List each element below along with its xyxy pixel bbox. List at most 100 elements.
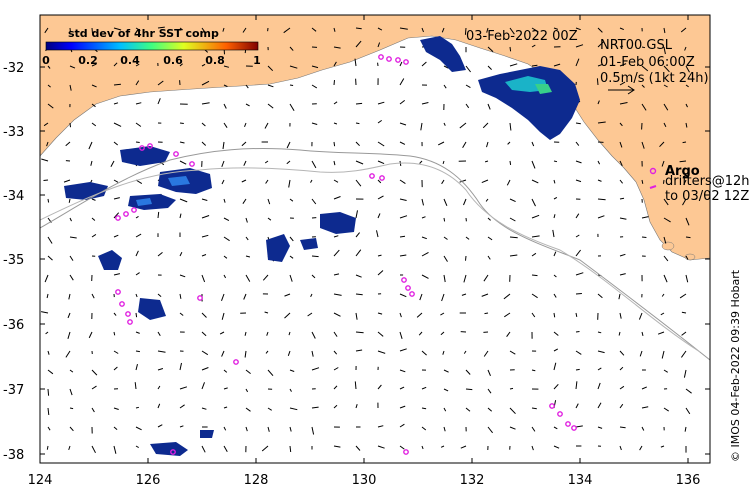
current-arrow [597, 63, 603, 67]
current-arrow [113, 426, 118, 430]
current-arrow [443, 255, 448, 262]
current-arrow [399, 293, 407, 298]
current-arrow [641, 236, 647, 238]
current-arrow [575, 44, 584, 48]
current-arrow [157, 26, 165, 29]
current-arrow [399, 445, 405, 450]
current-arrow [47, 426, 51, 431]
current-arrow [685, 236, 691, 239]
current-arrow [289, 65, 298, 69]
current-arrow [509, 217, 516, 222]
current-arrow [47, 198, 50, 203]
current-arrow [553, 63, 561, 67]
current-arrow [355, 312, 358, 320]
current-arrow [575, 58, 580, 67]
y-tick-label: -34 [3, 189, 24, 204]
current-arrow [619, 350, 625, 356]
current-arrow [135, 122, 142, 127]
current-arrow [135, 233, 142, 238]
current-arrow [463, 350, 467, 354]
current-arrow [91, 84, 97, 88]
current-arrow [485, 198, 489, 202]
current-arrow [575, 312, 578, 318]
argo-drifters [115, 54, 577, 455]
current-arrow [575, 293, 582, 295]
current-arrow [267, 217, 272, 221]
current-arrow [179, 251, 183, 257]
current-arrow [113, 366, 118, 371]
current-arrow [44, 27, 49, 34]
current-arrow [483, 350, 489, 357]
current-arrow [223, 198, 226, 203]
current-arrow [201, 312, 207, 318]
current-arrow [157, 331, 161, 337]
current-arrow [47, 388, 50, 396]
current-arrow [201, 27, 205, 32]
current-arrow [201, 367, 209, 371]
current-arrow [421, 407, 427, 410]
current-arrow [333, 141, 336, 147]
current-arrow [113, 179, 119, 183]
current-arrow [487, 388, 492, 394]
current-arrow [221, 293, 225, 301]
current-arrow [460, 445, 467, 449]
current-arrow [267, 65, 274, 72]
current-arrow [179, 274, 186, 278]
drifter-legend-icon [649, 185, 657, 189]
current-arrow [443, 84, 447, 89]
current-arrow [355, 210, 358, 219]
current-arrow [553, 331, 559, 336]
colorbar-tick: 0 [42, 54, 50, 67]
current-arrow [63, 179, 71, 183]
current-arrow [552, 229, 555, 238]
current-arrow [465, 103, 470, 109]
current-arrow [442, 160, 445, 165]
current-arrow [683, 369, 687, 378]
current-arrow [531, 252, 537, 257]
current-arrow [91, 198, 96, 201]
current-arrow [264, 122, 269, 129]
current-arrow [443, 217, 446, 222]
current-arrow [553, 160, 558, 163]
current-arrow [575, 122, 581, 125]
x-tick-label: 130 [352, 473, 377, 488]
current-arrow [487, 407, 493, 412]
x-tick-label: 124 [28, 473, 53, 488]
current-arrow [418, 331, 423, 336]
current-arrow [377, 101, 385, 105]
current-arrow [442, 350, 445, 355]
current-arrow [440, 312, 445, 316]
current-arrow [267, 198, 271, 205]
current-arrow [67, 312, 71, 319]
current-arrow [110, 160, 115, 167]
current-arrow [639, 445, 643, 451]
current-arrow [284, 293, 291, 297]
current-arrow [463, 198, 467, 206]
current-arrow [91, 445, 96, 454]
argo-legend-label: Argo [665, 164, 700, 179]
current-arrow [597, 426, 603, 429]
current-arrow [661, 350, 665, 359]
current-arrow [333, 273, 340, 276]
current-arrow [245, 84, 249, 89]
current-arrow [262, 274, 269, 281]
current-arrow [685, 407, 691, 415]
sst-patches [64, 36, 580, 456]
current-arrow [333, 196, 341, 200]
current-arrow [355, 27, 362, 30]
current-arrow [509, 27, 515, 35]
current-arrow [333, 350, 338, 355]
current-arrow [575, 213, 580, 219]
current-arrow [311, 426, 315, 435]
current-arrow [660, 445, 665, 448]
current-arrow [685, 103, 688, 108]
current-arrow [135, 445, 139, 449]
current-arrow [619, 45, 624, 48]
current-arrow [575, 179, 582, 183]
current-arrow [641, 103, 647, 111]
current-arrow [355, 349, 363, 352]
current-arrow [135, 27, 141, 31]
current-arrow [597, 41, 604, 48]
current-arrow [261, 445, 269, 452]
